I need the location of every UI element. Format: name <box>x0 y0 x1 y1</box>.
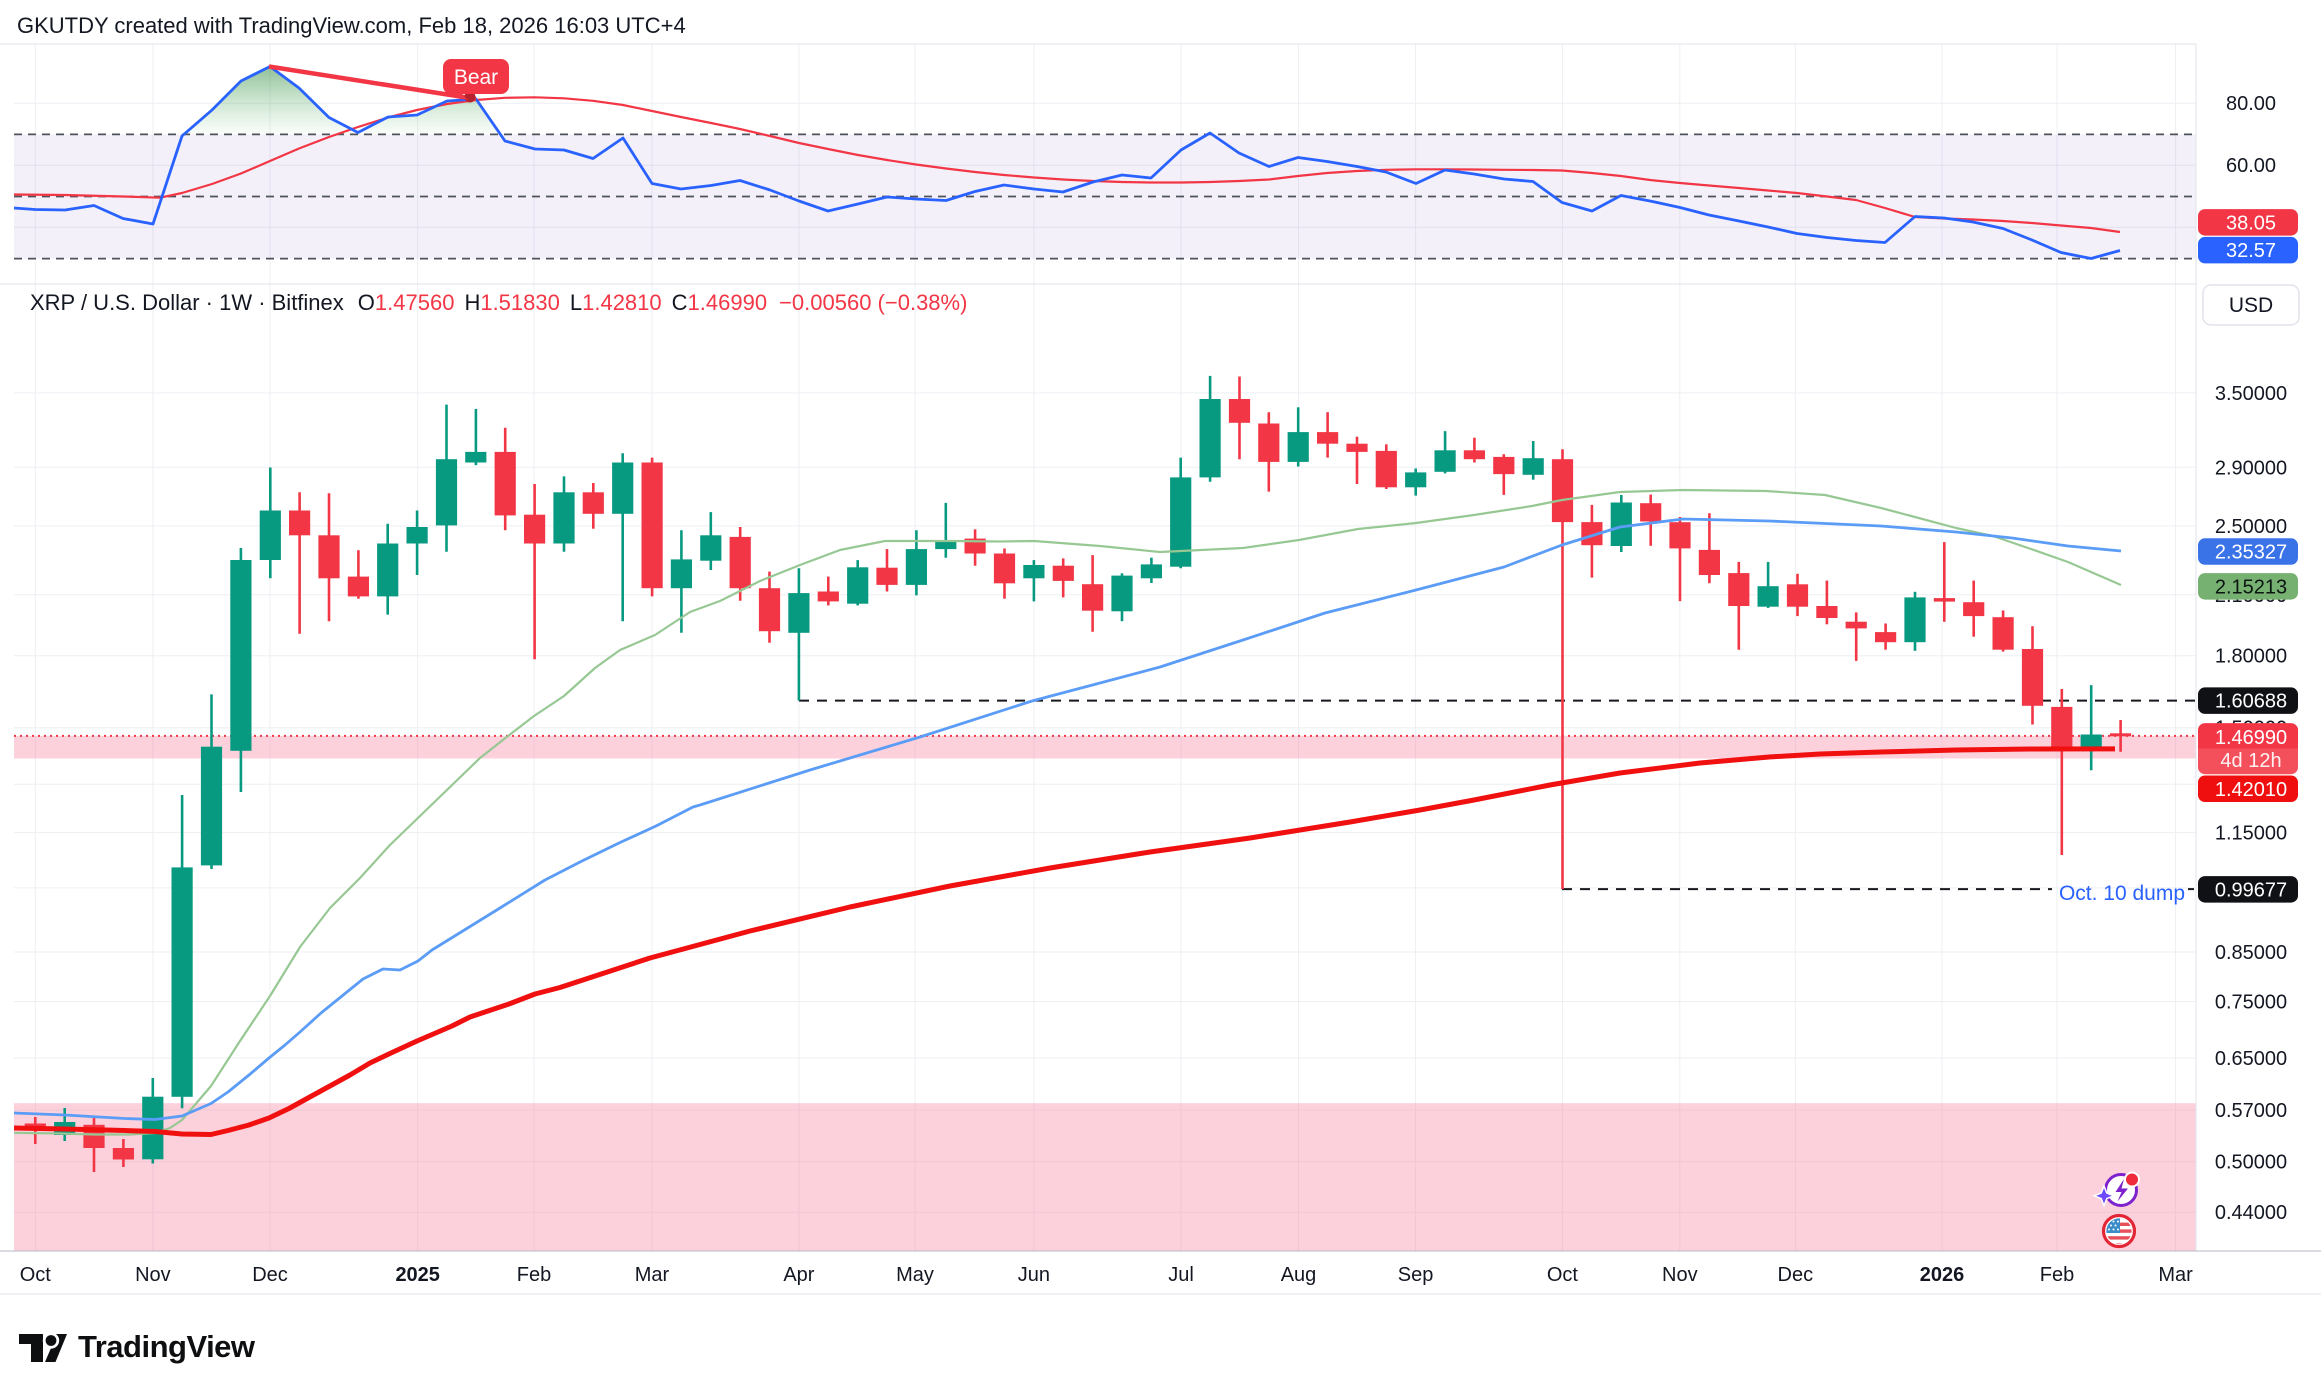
svg-text:2.15213: 2.15213 <box>2215 576 2287 598</box>
svg-text:Oct. 10 dump: Oct. 10 dump <box>2059 882 2185 905</box>
svg-text:Jun: Jun <box>1018 1264 1050 1286</box>
svg-text:1.15000: 1.15000 <box>2215 823 2287 845</box>
svg-text:Dec: Dec <box>1778 1264 1814 1286</box>
svg-text:Dec: Dec <box>252 1264 288 1286</box>
svg-text:1.60688: 1.60688 <box>2215 691 2287 713</box>
svg-text:USD: USD <box>2229 294 2273 317</box>
svg-text:Bear: Bear <box>454 66 498 89</box>
svg-text:4d 12h: 4d 12h <box>2220 750 2281 772</box>
svg-text:Jul: Jul <box>1168 1264 1194 1286</box>
svg-text:2026: 2026 <box>1920 1264 1965 1286</box>
svg-text:0.75000: 0.75000 <box>2215 992 2287 1014</box>
svg-text:1.42010: 1.42010 <box>2215 779 2287 801</box>
svg-text:Feb: Feb <box>517 1264 551 1286</box>
svg-text:2.35327: 2.35327 <box>2215 542 2287 564</box>
svg-text:GKUTDY created with TradingVie: GKUTDY created with TradingView.com, Feb… <box>17 13 686 38</box>
svg-text:Mar: Mar <box>635 1264 670 1286</box>
svg-text:Feb: Feb <box>2040 1264 2074 1286</box>
svg-text:Aug: Aug <box>1281 1264 1317 1286</box>
svg-text:2025: 2025 <box>395 1264 440 1286</box>
svg-text:1.46990: 1.46990 <box>2215 727 2287 749</box>
svg-text:80.00: 80.00 <box>2226 93 2276 115</box>
svg-text:0.99677: 0.99677 <box>2215 879 2287 901</box>
svg-text:0.57000: 0.57000 <box>2215 1100 2287 1122</box>
svg-text:Oct: Oct <box>20 1264 52 1286</box>
svg-text:Nov: Nov <box>1662 1264 1698 1286</box>
svg-text:Oct: Oct <box>1547 1264 1579 1286</box>
svg-text:2.50000: 2.50000 <box>2215 516 2287 538</box>
svg-text:Nov: Nov <box>135 1264 171 1286</box>
svg-text:0.50000: 0.50000 <box>2215 1152 2287 1174</box>
svg-text:0.44000: 0.44000 <box>2215 1202 2287 1224</box>
svg-text:2.90000: 2.90000 <box>2215 457 2287 479</box>
svg-text:0.65000: 0.65000 <box>2215 1048 2287 1070</box>
svg-text:May: May <box>896 1264 934 1286</box>
svg-text:Apr: Apr <box>783 1264 814 1286</box>
svg-text:1.80000: 1.80000 <box>2215 646 2287 668</box>
svg-text:Mar: Mar <box>2158 1264 2193 1286</box>
svg-text:3.50000: 3.50000 <box>2215 383 2287 405</box>
svg-text:Sep: Sep <box>1398 1264 1434 1286</box>
svg-text:60.00: 60.00 <box>2226 155 2276 177</box>
svg-text:0.85000: 0.85000 <box>2215 942 2287 964</box>
svg-text:38.05: 38.05 <box>2226 212 2276 234</box>
svg-text:XRP / U.S. Dollar · 1W · Bitfi: XRP / U.S. Dollar · 1W · Bitfinex O1.4756… <box>30 290 967 315</box>
svg-text:32.57: 32.57 <box>2226 240 2276 262</box>
svg-text:TradingView: TradingView <box>78 1329 256 1364</box>
